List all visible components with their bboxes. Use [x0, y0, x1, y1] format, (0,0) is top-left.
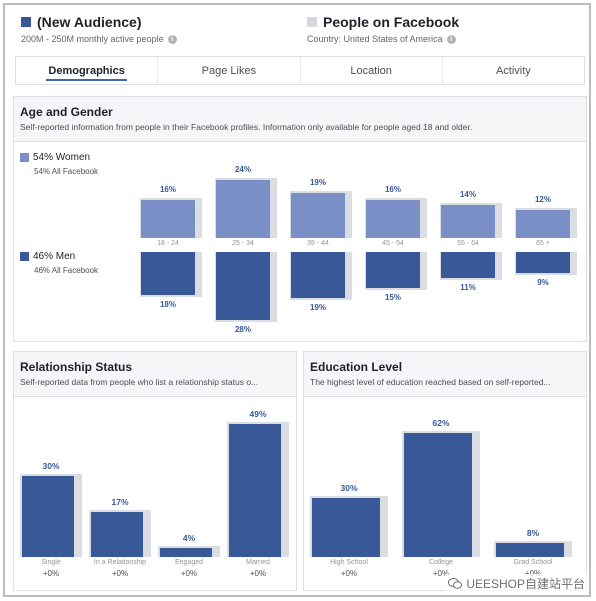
audience-color-swatch — [21, 17, 31, 27]
age-men-value-label: 11% — [460, 282, 476, 292]
age-men-bar — [141, 252, 195, 295]
country-subtitle: Country: United States of America — [307, 34, 443, 44]
bar — [496, 542, 564, 557]
tab-activity[interactable]: Activity — [495, 64, 531, 77]
bar-value-label: 4% — [182, 532, 196, 543]
relationship-title: Relationship Status — [20, 360, 133, 374]
age-women-bar — [441, 205, 495, 238]
bar-change-label: +0% — [340, 569, 358, 578]
age-women-value-label: 14% — [459, 190, 476, 199]
age-men-bar — [516, 252, 570, 273]
facebook-color-swatch — [307, 17, 317, 27]
bar — [404, 433, 472, 557]
age-men-bar — [216, 252, 270, 320]
women-swatch — [20, 153, 29, 162]
tab-bar: Demographics Page Likes Location Activit… — [15, 56, 585, 85]
people-on-facebook-title: People on Facebook — [323, 14, 460, 30]
age-category-label: 35 - 44 — [307, 240, 329, 247]
relationship-subtitle: Self-reported data from people who list … — [20, 377, 259, 387]
age-men-value-label: 28% — [234, 325, 251, 334]
bar-change-label: +0% — [249, 569, 267, 578]
new-audience-title: (New Audience) — [37, 14, 142, 30]
bar-value-label: 49% — [249, 408, 267, 419]
age-women-bar — [141, 200, 195, 238]
info-icon[interactable]: i — [446, 34, 456, 44]
education-subtitle: The highest level of education reached b… — [310, 377, 551, 387]
bar-value-label: 30% — [42, 461, 60, 472]
bar-category-label: Married — [246, 559, 270, 566]
audience-header: (New Audience) 200M - 250M monthly activ… — [15, 14, 585, 54]
bar-category-label: High School — [330, 559, 368, 566]
age-women-bar — [291, 192, 345, 238]
new-audience-header: (New Audience) 200M - 250M monthly activ… — [21, 14, 177, 44]
age-men-bar — [291, 252, 345, 298]
tab-page-likes[interactable]: Page Likes — [158, 57, 301, 84]
bar-change-label: +0% — [432, 569, 450, 578]
people-on-facebook-header: People on Facebook Country: United State… — [307, 14, 459, 44]
wechat-icon — [448, 578, 463, 589]
men-all-facebook: 46% All Facebook — [34, 266, 99, 275]
age-women-value-label: 16% — [384, 185, 401, 194]
age-category-label: 45 - 54 — [382, 240, 404, 247]
age-category-label: 18 - 24 — [157, 240, 179, 247]
age-women-value-label: 12% — [534, 195, 551, 204]
age-men-value-label: 15% — [384, 292, 401, 302]
education-chart: 30% High School +0% 62% College +0% 8% Grad Sch… — [304, 396, 586, 590]
watermark-text: UEESHOP自建站平台 — [466, 577, 585, 591]
relationship-chart: 30% Single +0% 17% In a Relationship +0% 4% Eng… — [14, 396, 296, 590]
age-men-value-label: 19% — [309, 302, 326, 312]
age-gender-chart-area: 54% Women 54% All Facebook 46% Men 46% A… — [14, 141, 586, 341]
age-category-label: 25 - 34 — [232, 240, 254, 247]
age-men-bar — [441, 252, 495, 278]
bar-change-label: +0% — [42, 569, 60, 578]
bar — [229, 423, 281, 557]
age-women-value-label: 16% — [159, 185, 176, 194]
age-gender-subtitle: Self-reported information from people in… — [20, 122, 473, 132]
men-label: 46% Men — [33, 251, 76, 262]
bar-change-label: +0% — [494, 569, 572, 578]
tab-location[interactable]: Location — [301, 57, 443, 84]
bar-change-label: +0% — [180, 569, 198, 578]
bar-category-label: In a Relationship — [93, 559, 147, 566]
age-gender-chart: 16% 18 - 24 18% 24% 25 - 34 28% 19% 35 - 44 19% 1… — [14, 142, 586, 341]
age-gender-title: Age and Gender — [20, 105, 113, 119]
age-men-value-label: 9% — [537, 277, 549, 287]
women-all-facebook: 54% All Facebook — [34, 167, 99, 176]
age-women-value-label: 19% — [309, 177, 326, 187]
bar-value-label: 30% — [340, 483, 358, 494]
age-women-bar — [216, 180, 270, 238]
bar-change-label: +0% — [111, 569, 129, 578]
education-panel: Education Level The highest level of edu… — [303, 351, 587, 591]
bar-value-label: 62% — [432, 418, 450, 429]
bar-category-label: Engaged — [174, 559, 204, 566]
age-category-label: 55 - 64 — [457, 240, 479, 247]
age-category-label: 65 + — [536, 240, 550, 247]
watermark: UEESHOP自建站平台 — [445, 574, 588, 593]
bar-category-label: Single — [41, 559, 61, 566]
relationship-panel: Relationship Status Self-reported data f… — [13, 351, 297, 591]
info-icon[interactable]: i — [167, 34, 177, 44]
women-label: 54% Women — [33, 152, 91, 163]
bar — [312, 498, 380, 557]
bar-category-label: College — [429, 559, 453, 566]
men-swatch — [20, 252, 29, 261]
bar — [91, 512, 143, 557]
age-men-bar — [366, 252, 420, 288]
bar — [160, 547, 212, 557]
age-women-bar — [516, 210, 570, 238]
age-men-value-label: 18% — [159, 300, 176, 309]
education-title: Education Level — [310, 360, 403, 374]
age-women-value-label: 24% — [234, 165, 251, 174]
bar-value-label: 8% — [526, 527, 540, 538]
bar — [22, 476, 74, 557]
women-legend: 54% Women 54% All Facebook — [20, 152, 98, 176]
tab-demographics[interactable]: Demographics — [16, 57, 159, 84]
bar-category-label: Grad School — [513, 559, 553, 566]
age-women-bar — [366, 200, 420, 238]
age-gender-panel: Age and Gender Self-reported information… — [13, 96, 587, 342]
new-audience-subtitle: 200M - 250M monthly active people — [21, 34, 164, 44]
bar-value-label: 17% — [111, 497, 129, 508]
men-legend: 46% Men 46% All Facebook — [20, 251, 98, 275]
